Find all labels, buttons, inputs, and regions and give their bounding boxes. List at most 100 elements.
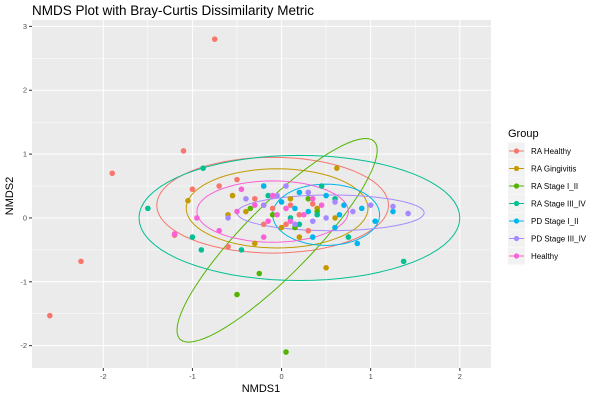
legend-label: PD Stage I_II xyxy=(531,217,579,226)
point-healthy xyxy=(269,192,276,199)
point-pd-stage-iii-iv xyxy=(323,215,329,221)
point-ra-stage-iii-iv xyxy=(200,165,206,171)
point-pd-stage-iii-iv xyxy=(305,189,312,196)
x-axis-label: NMDS1 xyxy=(242,383,281,395)
point-ra-stage-iii-iv xyxy=(238,247,245,253)
point-healthy xyxy=(238,186,245,193)
ellipse-ra-healthy xyxy=(156,156,390,254)
point-ra-healthy xyxy=(225,243,231,250)
y-tick-label: 2 xyxy=(23,86,27,95)
legend-label: PD Stage III_IV xyxy=(531,235,587,244)
point-layer xyxy=(47,36,411,355)
point-ra-healthy xyxy=(269,205,276,212)
point-ra-healthy xyxy=(180,148,187,154)
point-healthy xyxy=(318,202,325,208)
legend-key-point xyxy=(513,148,520,154)
point-ra-gingivitis xyxy=(334,165,340,171)
y-tick-label: 1 xyxy=(23,150,27,159)
point-ra-gingivitis xyxy=(252,240,258,247)
grid-layer xyxy=(32,20,491,368)
legend-key-point xyxy=(513,165,520,172)
point-pd-stage-i-ii xyxy=(309,234,316,240)
point-ra-stage-i-ii xyxy=(256,270,263,277)
point-ra-healthy xyxy=(287,202,294,208)
point-healthy xyxy=(283,205,289,212)
point-ra-stage-iii-iv xyxy=(345,234,352,240)
point-pd-stage-iii-iv xyxy=(367,202,374,208)
legend-label: Healthy xyxy=(531,252,558,261)
legend-item: RA Stage I_II xyxy=(508,177,578,195)
point-ra-stage-iii-iv xyxy=(265,192,271,199)
point-ra-gingivitis xyxy=(332,215,338,221)
point-pd-stage-iii-iv xyxy=(309,218,316,224)
legend-label: RA Gingivitis xyxy=(531,165,576,174)
x-tick-label: 0 xyxy=(279,372,283,381)
point-ra-healthy xyxy=(296,211,303,218)
x-tick-label: 2 xyxy=(458,372,462,381)
point-pd-stage-iii-iv xyxy=(225,215,231,221)
point-pd-stage-i-ii xyxy=(278,199,285,205)
point-healthy xyxy=(171,231,178,237)
y-tick-label: -1 xyxy=(20,277,27,286)
point-healthy xyxy=(274,211,280,218)
legend-label: RA Stage III_IV xyxy=(531,200,586,209)
point-ra-healthy xyxy=(252,195,258,202)
y-tick-label: 3 xyxy=(23,22,27,31)
legend-item: RA Stage III_IV xyxy=(508,195,586,212)
point-pd-stage-iii-iv xyxy=(350,208,356,215)
ellipse-ra-stage-iii-iv xyxy=(138,154,461,282)
legend-label: RA Stage I_II xyxy=(531,182,578,191)
point-ra-stage-i-ii xyxy=(269,211,276,218)
y-tick-label: 0 xyxy=(23,213,27,222)
point-pd-stage-iii-iv xyxy=(283,183,289,189)
point-healthy xyxy=(301,211,307,218)
legend-key-point xyxy=(513,253,520,259)
y-tick-label: -2 xyxy=(20,341,27,350)
x-tick-label: -1 xyxy=(189,372,196,381)
point-healthy xyxy=(260,234,267,240)
legend-label: RA Healthy xyxy=(531,147,571,156)
point-ra-stage-i-ii xyxy=(305,195,312,202)
point-healthy xyxy=(287,218,294,224)
point-pd-stage-i-ii xyxy=(336,211,343,218)
point-ra-stage-iii-iv xyxy=(400,258,407,265)
legend: RA Healthy RA Gingivitis RA Stage I_II RA S… xyxy=(508,142,587,265)
point-healthy xyxy=(252,202,258,208)
point-ra-stage-iii-iv xyxy=(318,183,325,189)
point-pd-stage-iii-iv xyxy=(332,199,338,205)
point-ra-gingivitis xyxy=(243,208,249,215)
point-ra-stage-iii-iv xyxy=(296,221,303,228)
legend-key-point xyxy=(513,183,520,189)
point-ra-healthy xyxy=(47,312,53,319)
point-ra-healthy xyxy=(260,221,267,228)
chart-title: NMDS Plot with Bray-Curtis Dissimilarity… xyxy=(32,3,314,18)
ellipse-ra-gingivitis xyxy=(185,168,369,249)
x-tick-label: -2 xyxy=(100,372,107,381)
point-ra-healthy xyxy=(305,227,312,234)
legend-item: RA Gingivitis xyxy=(508,160,576,177)
point-ra-gingivitis xyxy=(278,224,285,231)
y-axis-label: NMDS2 xyxy=(4,177,16,216)
point-ra-healthy xyxy=(309,201,316,207)
point-ra-gingivitis xyxy=(185,197,191,204)
legend-key-point xyxy=(513,200,520,207)
point-ra-stage-i-ii xyxy=(247,205,254,212)
point-healthy xyxy=(265,218,271,224)
point-pd-stage-i-ii xyxy=(332,224,338,231)
point-pd-stage-i-ii xyxy=(358,205,365,212)
point-pd-stage-iii-iv xyxy=(260,202,267,208)
point-pd-stage-i-ii xyxy=(296,189,303,196)
point-healthy xyxy=(234,208,240,215)
legend-item: Healthy xyxy=(508,247,558,265)
point-pd-stage-i-ii xyxy=(260,183,267,189)
point-ra-stage-i-ii xyxy=(283,349,289,355)
legend-title: Group xyxy=(508,128,539,140)
tick-layer: -2 -1 0 1 2 -2 -1 0 1 2 3 xyxy=(20,22,462,381)
legend-key-point xyxy=(513,235,520,242)
ellipse-ra-stage-i-ii xyxy=(176,137,378,343)
point-healthy xyxy=(309,195,316,202)
point-pd-stage-iii-iv xyxy=(292,221,298,228)
point-ra-healthy xyxy=(211,36,218,42)
point-pd-stage-iii-iv xyxy=(405,210,411,217)
